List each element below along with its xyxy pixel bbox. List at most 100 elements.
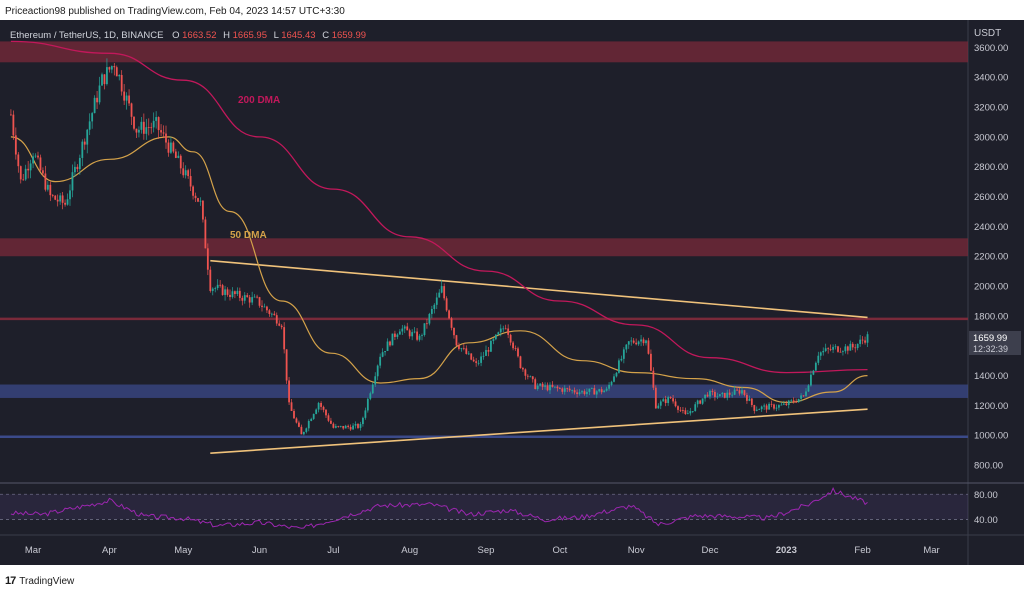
- candle-body: [359, 424, 362, 428]
- time-axis[interactable]: Mar Apr May Jun Jul Aug Sep Oct Nov Dec 2023 Feb Mar: [25, 545, 940, 556]
- candle-body: [327, 415, 330, 421]
- candle-body: [504, 328, 507, 330]
- last-price-value: 1659.99: [973, 333, 1007, 344]
- candle-body: [46, 184, 49, 190]
- trendline-1: [210, 408, 868, 454]
- candle-body: [674, 401, 677, 407]
- candle-body: [115, 67, 118, 77]
- candle-body: [534, 379, 537, 390]
- candle-body: [546, 385, 549, 391]
- close-label: C: [322, 30, 329, 41]
- candle-body: [512, 342, 514, 349]
- candle-body: [605, 388, 608, 391]
- footer-brand[interactable]: 17 TradingView: [5, 575, 74, 587]
- open-value: 1663.52: [182, 30, 216, 41]
- candle-body: [325, 409, 327, 416]
- candle-body: [110, 66, 113, 70]
- candle-body: [386, 341, 389, 352]
- candle-body: [211, 288, 214, 291]
- candle-body: [682, 410, 684, 411]
- time-tick-label: May: [174, 545, 192, 556]
- price-tick-label: 3000.00: [974, 132, 1008, 143]
- candle-body: [620, 358, 623, 361]
- moving-averages-layer: [10, 40, 868, 404]
- candle-body: [396, 334, 399, 337]
- candle-body: [573, 390, 576, 393]
- last-price-tag: 1659.99 12:32:39: [969, 331, 1021, 355]
- candle-body: [157, 117, 160, 131]
- candle-body: [310, 418, 313, 421]
- rsi-pane: [0, 486, 968, 530]
- candle-body: [659, 401, 662, 406]
- rsi-band-fill: [0, 494, 968, 520]
- candle-body: [330, 420, 332, 424]
- candle-body: [677, 406, 679, 410]
- candle-body: [785, 403, 788, 406]
- candle-body: [526, 375, 529, 377]
- candle-body: [32, 156, 34, 164]
- candle-body: [381, 352, 384, 357]
- candle-body: [647, 340, 650, 354]
- candle-body: [861, 339, 864, 341]
- candle-body: [64, 202, 66, 205]
- candle-body: [450, 318, 453, 328]
- candle-body: [352, 425, 354, 430]
- candle-body: [300, 426, 303, 435]
- candle-body: [418, 335, 421, 340]
- price-tick-label: 800.00: [974, 461, 1003, 472]
- candle-body: [357, 423, 359, 428]
- candle-body: [285, 349, 288, 381]
- candle-body: [608, 384, 610, 389]
- candle-body: [765, 405, 768, 410]
- candle-body: [290, 402, 293, 411]
- candle-body: [339, 425, 342, 427]
- candle-body: [551, 384, 554, 387]
- candle-body: [866, 334, 869, 343]
- candle-body: [472, 359, 475, 362]
- candle-body: [822, 350, 825, 353]
- candle-body: [204, 219, 207, 249]
- time-tick-label: Jun: [252, 545, 267, 556]
- price-chart[interactable]: 800.001000.001200.001400.001600.001800.0…: [0, 20, 1024, 585]
- candle-body: [337, 426, 340, 427]
- candle-body: [839, 351, 842, 353]
- candle-body: [44, 173, 47, 190]
- candle-body: [590, 388, 593, 389]
- candle-body: [778, 405, 780, 408]
- symbol-legend[interactable]: Ethereum / TetherUS, 1D, BINANCE O 1663.…: [10, 30, 366, 41]
- candle-body: [288, 380, 290, 403]
- candle-body: [736, 389, 738, 391]
- candle-body: [770, 403, 773, 405]
- time-tick-label: 2023: [776, 545, 797, 556]
- zones-layer: [0, 41, 968, 438]
- candle-body: [91, 113, 94, 122]
- candle-body: [280, 325, 283, 328]
- close-value: 1659.99: [332, 30, 366, 41]
- candle-body: [384, 351, 386, 353]
- candle-body: [625, 344, 628, 350]
- candle-body: [637, 341, 640, 345]
- candle-body: [209, 269, 212, 291]
- candle-body: [366, 398, 369, 411]
- candle-body: [502, 328, 505, 330]
- candle-body: [106, 67, 108, 85]
- candle-body: [642, 339, 645, 344]
- candle-body: [470, 353, 473, 360]
- candle-body: [251, 297, 254, 303]
- candle-body: [246, 295, 249, 298]
- candle-body: [650, 353, 652, 371]
- candle-body: [748, 398, 751, 401]
- svg-text:Ethereum / TetherUS, 1D, BINAN: Ethereum / TetherUS, 1D, BINANCE O 1663.…: [10, 30, 366, 41]
- candle-body: [733, 389, 736, 395]
- candle-body: [411, 332, 414, 337]
- candle-body: [189, 176, 192, 187]
- candle-body: [760, 406, 763, 410]
- candle-body: [802, 395, 805, 397]
- candle-body: [541, 383, 544, 387]
- candle-body: [790, 400, 793, 402]
- price-tick-label: 2000.00: [974, 282, 1008, 293]
- low-value: 1645.43: [281, 30, 315, 41]
- candle-body: [556, 386, 559, 389]
- candle-body: [261, 305, 263, 307]
